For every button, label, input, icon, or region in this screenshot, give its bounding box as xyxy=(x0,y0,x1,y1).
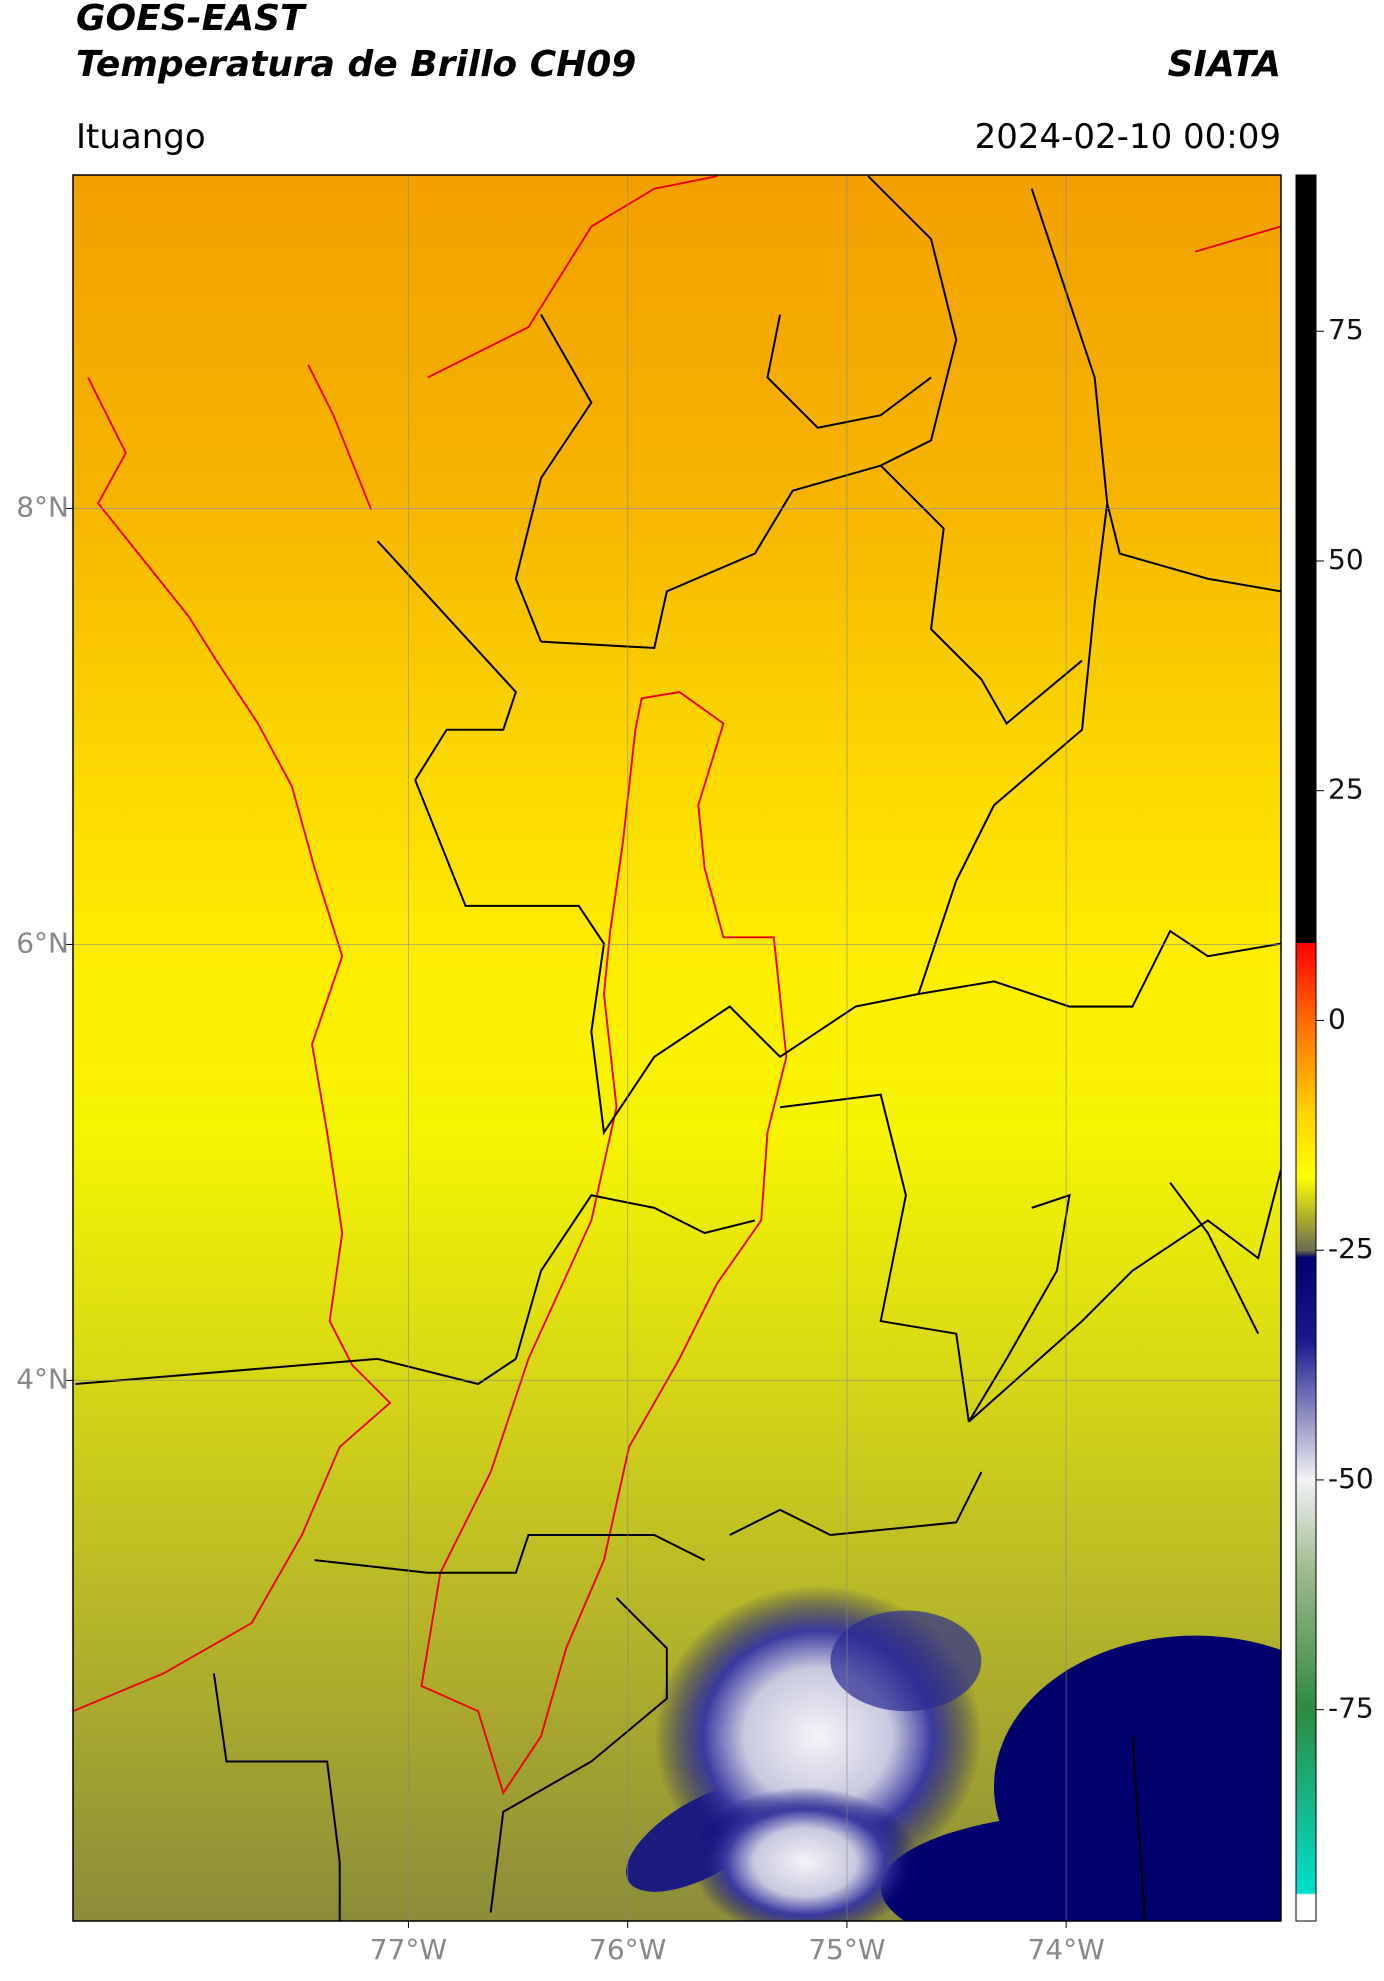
datetime: 2024-02-10 00:09 xyxy=(975,117,1281,157)
colorbar-tick-label: 25 xyxy=(1328,773,1364,806)
colorbar-tick-label: -25 xyxy=(1328,1232,1374,1265)
y-tick-label: 6°N xyxy=(16,926,69,959)
x-tick-label: 75°W xyxy=(808,1933,885,1966)
institution: SIATA xyxy=(1168,44,1281,85)
x-tick-label: 74°W xyxy=(1027,1933,1104,1966)
product: Temperatura de Brillo CH09 xyxy=(76,44,636,85)
y-tick-label: 4°N xyxy=(16,1362,69,1395)
colorbar-tick-label: -50 xyxy=(1328,1462,1374,1495)
map-frame xyxy=(72,174,1282,1922)
x-tick-label: 77°W xyxy=(370,1933,447,1966)
colorbar-tick-label: -75 xyxy=(1328,1692,1374,1725)
y-tick-label: 8°N xyxy=(16,491,69,524)
colorbar-tick-label: 75 xyxy=(1328,313,1364,346)
map-image xyxy=(73,175,1281,1921)
colorbar xyxy=(1295,174,1317,1922)
region: Ituango xyxy=(76,117,206,157)
x-tick-label: 76°W xyxy=(589,1933,666,1966)
satellite: GOES-EAST xyxy=(76,0,307,39)
colorbar-tick-label: 50 xyxy=(1328,543,1364,576)
colorbar-tick-label: 0 xyxy=(1328,1002,1346,1035)
